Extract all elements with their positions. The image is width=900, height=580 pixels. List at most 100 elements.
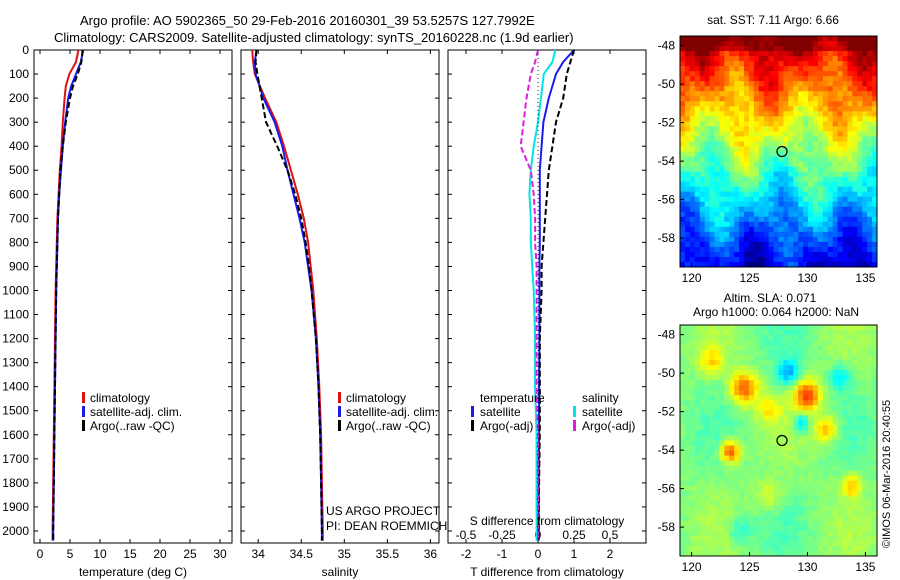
heatmap-cell: [803, 96, 809, 102]
heatmap-cell: [724, 51, 730, 57]
heatmap-cell: [768, 385, 774, 391]
heatmap-cell: [798, 171, 804, 178]
heatmap-cell: [793, 490, 799, 497]
heatmap-cell: [719, 221, 725, 228]
heatmap-cell: [852, 385, 858, 391]
heatmap-cell: [832, 375, 838, 381]
heatmap-cell: [793, 435, 799, 441]
heatmap-cell: [773, 171, 779, 178]
sst-map-title: sat. SST: 7.11 Argo: 6.66: [707, 13, 839, 27]
heatmap-cell: [739, 480, 745, 487]
heatmap-cell: [803, 126, 809, 132]
heatmap-cell: [778, 231, 784, 238]
heatmap-cell: [867, 226, 873, 233]
heatmap-cell: [753, 505, 760, 512]
heatmap-cell: [734, 335, 740, 341]
heatmap-cell: [827, 231, 834, 238]
heatmap-cell: [808, 340, 814, 346]
heatmap-cell: [753, 540, 760, 547]
heatmap-cell: [694, 226, 701, 233]
heatmap-cell: [778, 46, 784, 52]
heatmap-cell: [798, 410, 804, 416]
heatmap-cell: [768, 540, 774, 547]
heatmap-cell: [812, 525, 819, 532]
heatmap-cell: [734, 236, 740, 243]
heatmap-cell: [689, 181, 696, 188]
heatmap-cell: [680, 450, 686, 456]
heatmap-cell: [817, 550, 824, 557]
heatmap-cell: [748, 430, 755, 436]
heatmap-cell: [847, 365, 853, 371]
heatmap-cell: [729, 375, 735, 381]
heatmap-cell: [798, 71, 804, 77]
heatmap-cell: [832, 335, 838, 341]
heatmap-cell: [827, 490, 834, 497]
heatmap-cell: [872, 136, 878, 142]
heatmap-cell: [822, 231, 829, 238]
heatmap-cell: [793, 405, 799, 411]
heatmap-cell: [872, 141, 878, 147]
heatmap-cell: [689, 335, 696, 341]
heatmap-cell: [748, 191, 755, 198]
heatmap-cell: [847, 131, 853, 137]
heatmap-cell: [734, 211, 740, 218]
heatmap-cell: [788, 61, 794, 67]
heatmap-cell: [714, 535, 720, 542]
heatmap-cell: [842, 126, 848, 132]
heatmap-cell: [699, 425, 706, 431]
heatmap-cell: [808, 116, 814, 122]
heatmap-cell: [699, 370, 706, 376]
heatmap-cell: [744, 91, 750, 97]
heatmap-cell: [827, 126, 834, 132]
heatmap-cell: [680, 525, 686, 532]
heatmap-cell: [837, 81, 843, 87]
heatmap-cell: [748, 405, 755, 411]
heatmap-cell: [758, 400, 765, 406]
heatmap-cell: [847, 545, 853, 552]
heatmap-cell: [793, 191, 799, 198]
heatmap-cell: [817, 66, 824, 72]
heatmap-cell: [817, 206, 824, 213]
heatmap-cell: [778, 340, 784, 346]
heatmap-cell: [734, 530, 740, 537]
heatmap-cell: [753, 550, 760, 557]
heatmap-cell: [689, 450, 696, 456]
heatmap-cell: [699, 325, 706, 331]
heatmap-cell: [699, 475, 706, 482]
heatmap-cell: [694, 156, 701, 162]
heatmap-cell: [763, 465, 770, 472]
heatmap-cell: [793, 176, 799, 183]
heatmap-cell: [684, 425, 691, 431]
heatmap-cell: [808, 335, 814, 341]
heatmap-cell: [793, 400, 799, 406]
heatmap-cell: [812, 330, 819, 336]
heatmap-cell: [783, 91, 789, 97]
heatmap-cell: [763, 61, 770, 67]
heatmap-cell: [729, 216, 735, 223]
heatmap-cell: [763, 221, 770, 228]
heatmap-cell: [842, 510, 848, 517]
heatmap-cell: [803, 345, 809, 351]
heatmap-cell: [793, 186, 799, 193]
heatmap-cell: [827, 380, 834, 386]
heatmap-cell: [788, 460, 794, 467]
heatmap-cell: [808, 360, 814, 366]
heatmap-cell: [832, 151, 838, 157]
heatmap-cell: [773, 36, 779, 42]
heatmap-cell: [739, 166, 745, 172]
heatmap-cell: [753, 500, 760, 507]
heatmap-cell: [872, 500, 878, 507]
heatmap-cell: [758, 211, 765, 218]
heatmap-cell: [857, 505, 863, 512]
heatmap-cell: [862, 510, 868, 517]
heatmap-cell: [694, 101, 701, 107]
heatmap-cell: [778, 550, 784, 557]
heatmap-cell: [842, 485, 848, 492]
heatmap-cell: [739, 445, 745, 451]
heatmap-cell: [867, 385, 873, 391]
heatmap-cell: [778, 370, 784, 376]
heatmap-cell: [867, 171, 873, 178]
heatmap-cell: [862, 176, 868, 183]
heatmap-cell: [788, 345, 794, 351]
heatmap-cell: [812, 141, 819, 147]
